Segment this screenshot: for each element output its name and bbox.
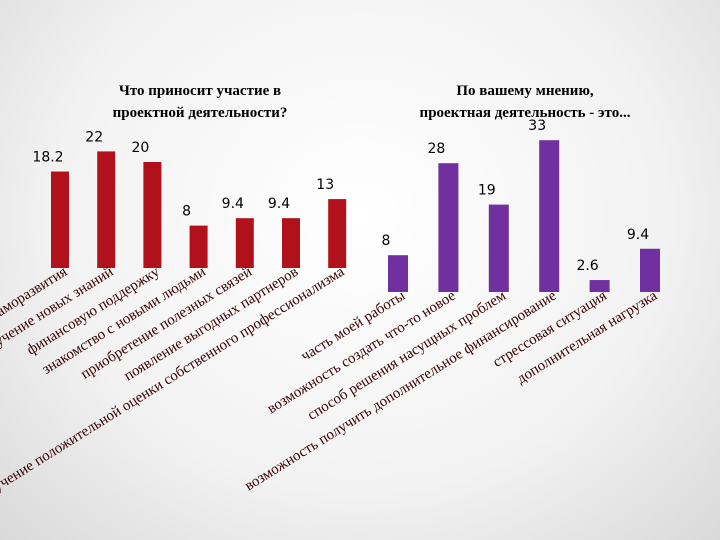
bar: [235, 218, 254, 268]
value-label: 19: [478, 183, 496, 199]
value-label: 9.4: [222, 196, 244, 212]
bar: [640, 248, 660, 292]
bar: [189, 225, 208, 268]
bar: [328, 199, 347, 268]
chart-title: Что приносит участие в: [119, 83, 281, 99]
value-label: 20: [131, 140, 149, 156]
chart-title: проектной деятельности?: [113, 105, 288, 121]
value-label: 18.2: [32, 150, 63, 166]
category-label: способ решения насущных проблем: [305, 288, 510, 424]
value-label: 13: [316, 177, 334, 193]
bar: [539, 140, 560, 292]
value-label: 9.4: [627, 227, 649, 243]
bar: [388, 255, 408, 292]
chart-title: По вашему мнению,: [456, 83, 594, 99]
value-label: 8: [382, 233, 391, 249]
value-label: 33: [528, 118, 546, 134]
bar: [51, 171, 69, 268]
bar: [438, 163, 459, 292]
chart-title: проектная деятельность - это...: [420, 105, 631, 121]
value-label: 28: [427, 141, 445, 157]
bar: [143, 162, 162, 268]
bar: [488, 204, 509, 292]
value-label: 9.4: [268, 196, 290, 212]
value-label: 8: [182, 204, 191, 220]
bar: [589, 280, 610, 292]
value-label: 22: [85, 129, 103, 145]
bar: [97, 151, 116, 268]
bar: [282, 218, 300, 268]
value-label: 2.6: [576, 258, 598, 274]
